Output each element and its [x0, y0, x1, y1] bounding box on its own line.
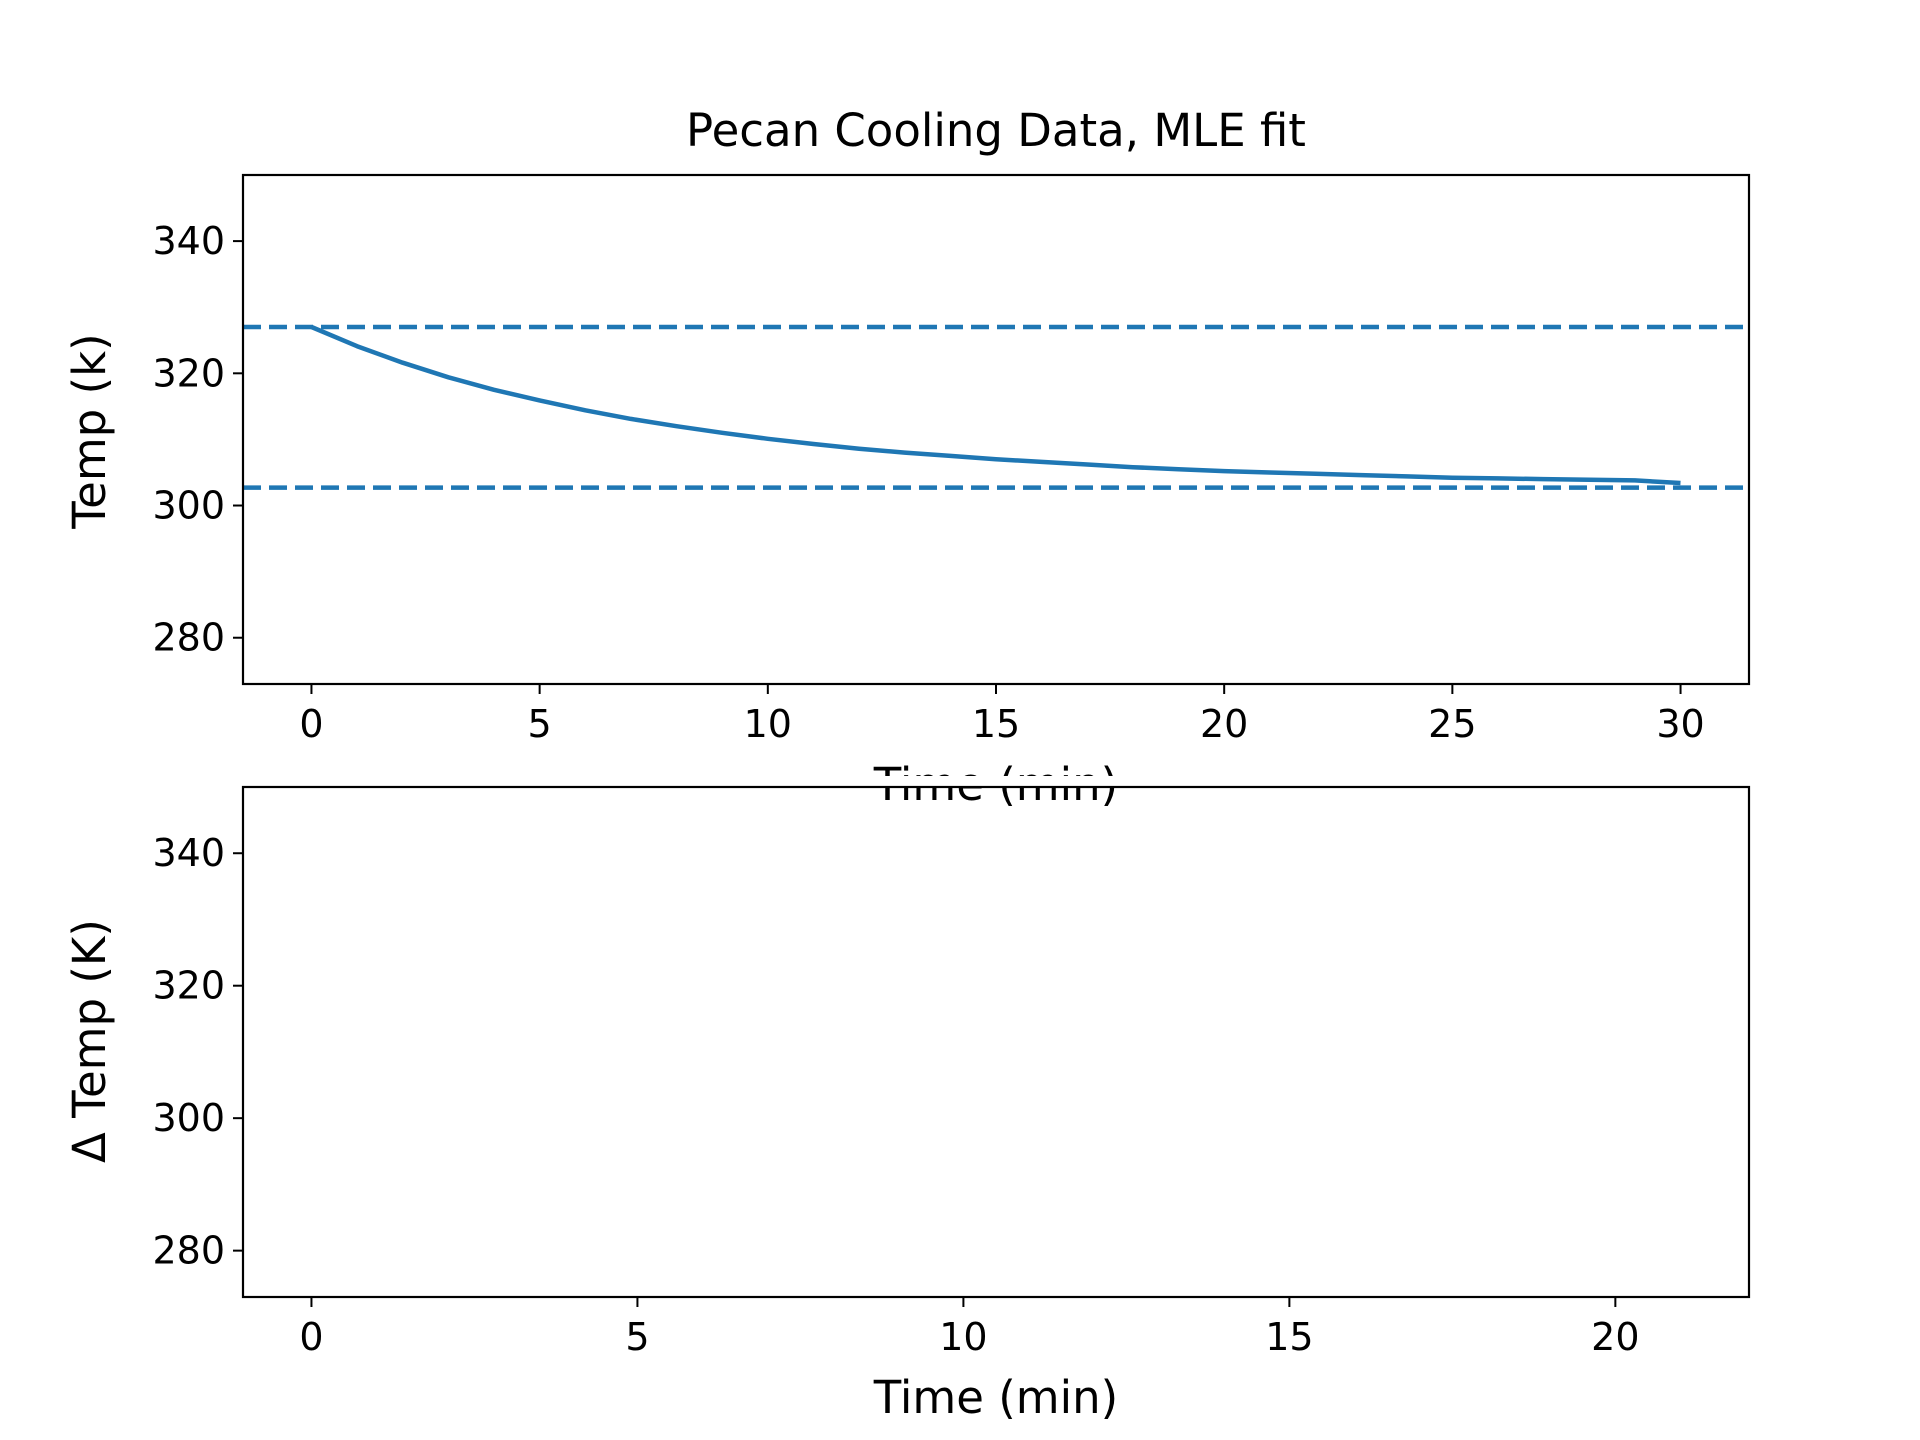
top-x-tick-label: 10: [744, 702, 792, 746]
top-subplot: Pecan Cooling Data, MLE fit Time (min) T…: [63, 104, 1751, 811]
bottom-y-axis-label: Δ Temp (K): [63, 919, 116, 1163]
bottom-y-ticks: 280 300 320 340: [152, 831, 243, 1273]
bottom-x-tick-label: 0: [299, 1315, 323, 1359]
bottom-x-tick-label: 20: [1591, 1315, 1639, 1359]
bottom-y-tick-label: 320: [152, 964, 225, 1008]
top-y-axis-label: Temp (k): [63, 333, 116, 529]
bottom-x-ticks: 0 5 10 15 20: [299, 1297, 1640, 1359]
top-y-tick-label: 300: [152, 484, 225, 528]
top-y-tick-label: 280: [152, 616, 225, 660]
top-y-tick-label: 340: [152, 219, 225, 263]
bottom-x-tick-label: 5: [625, 1315, 649, 1359]
top-x-ticks: 0 5 10 15 20 25 30: [299, 684, 1705, 746]
bottom-y-tick-label: 340: [152, 831, 225, 875]
top-x-tick-label: 25: [1428, 702, 1476, 746]
bottom-x-tick-label: 15: [1265, 1315, 1313, 1359]
bottom-y-tick-label: 280: [152, 1229, 225, 1273]
axes-gap-mask: [200, 776, 1800, 786]
top-x-tick-label: 5: [528, 702, 552, 746]
bottom-subplot: Time (min) Δ Temp (K) 0 5 10 15 20 280 300 320…: [63, 785, 1751, 1424]
bottom-x-tick-label: 10: [939, 1315, 987, 1359]
top-y-tick-label: 320: [152, 351, 225, 395]
chart-title: Pecan Cooling Data, MLE fit: [686, 104, 1306, 157]
top-x-tick-label: 0: [299, 702, 323, 746]
bottom-y-tick-label: 300: [152, 1096, 225, 1140]
top-x-tick-label: 15: [972, 702, 1020, 746]
bottom-axes-frame: [241, 785, 1751, 1299]
bottom-x-axis-label: Time (min): [873, 1371, 1118, 1424]
top-x-tick-label: 20: [1200, 702, 1248, 746]
top-x-tick-label: 30: [1656, 702, 1704, 746]
top-axes-frame: [241, 173, 1751, 686]
top-series-line-0: [310, 324, 1681, 486]
top-y-ticks: 280 300 320 340: [152, 219, 243, 660]
top-plot-layer: [243, 324, 1749, 490]
